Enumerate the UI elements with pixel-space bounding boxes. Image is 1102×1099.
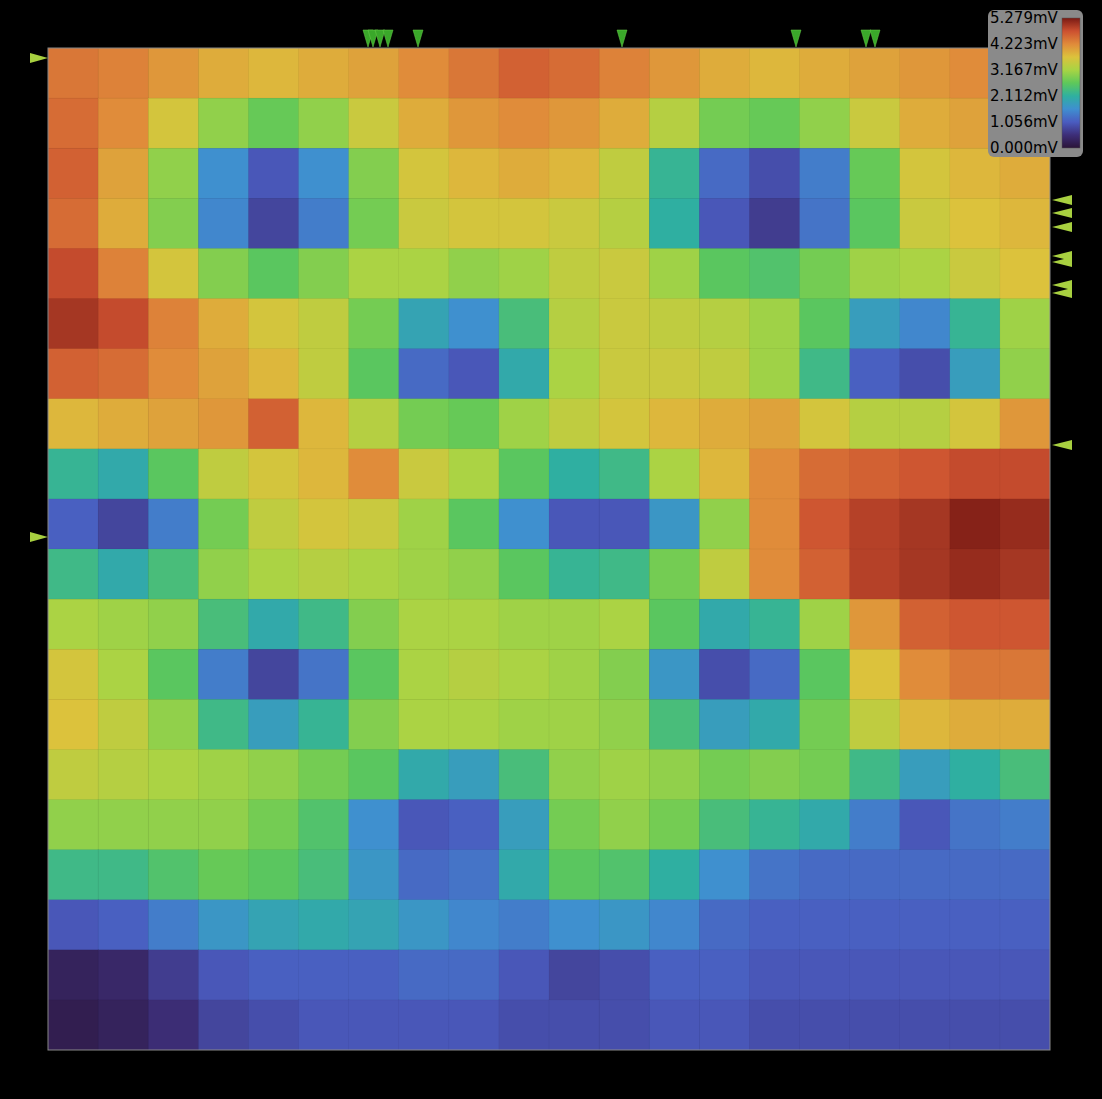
svg-text:3.167mV: 3.167mV <box>990 61 1059 79</box>
svg-text:1.056mV: 1.056mV <box>990 113 1059 131</box>
svg-text:0.000mV: 0.000mV <box>990 139 1059 157</box>
svg-text:2.112mV: 2.112mV <box>990 87 1059 105</box>
svg-text:5.279mV: 5.279mV <box>990 9 1059 27</box>
svg-text:4.223mV: 4.223mV <box>990 35 1059 53</box>
